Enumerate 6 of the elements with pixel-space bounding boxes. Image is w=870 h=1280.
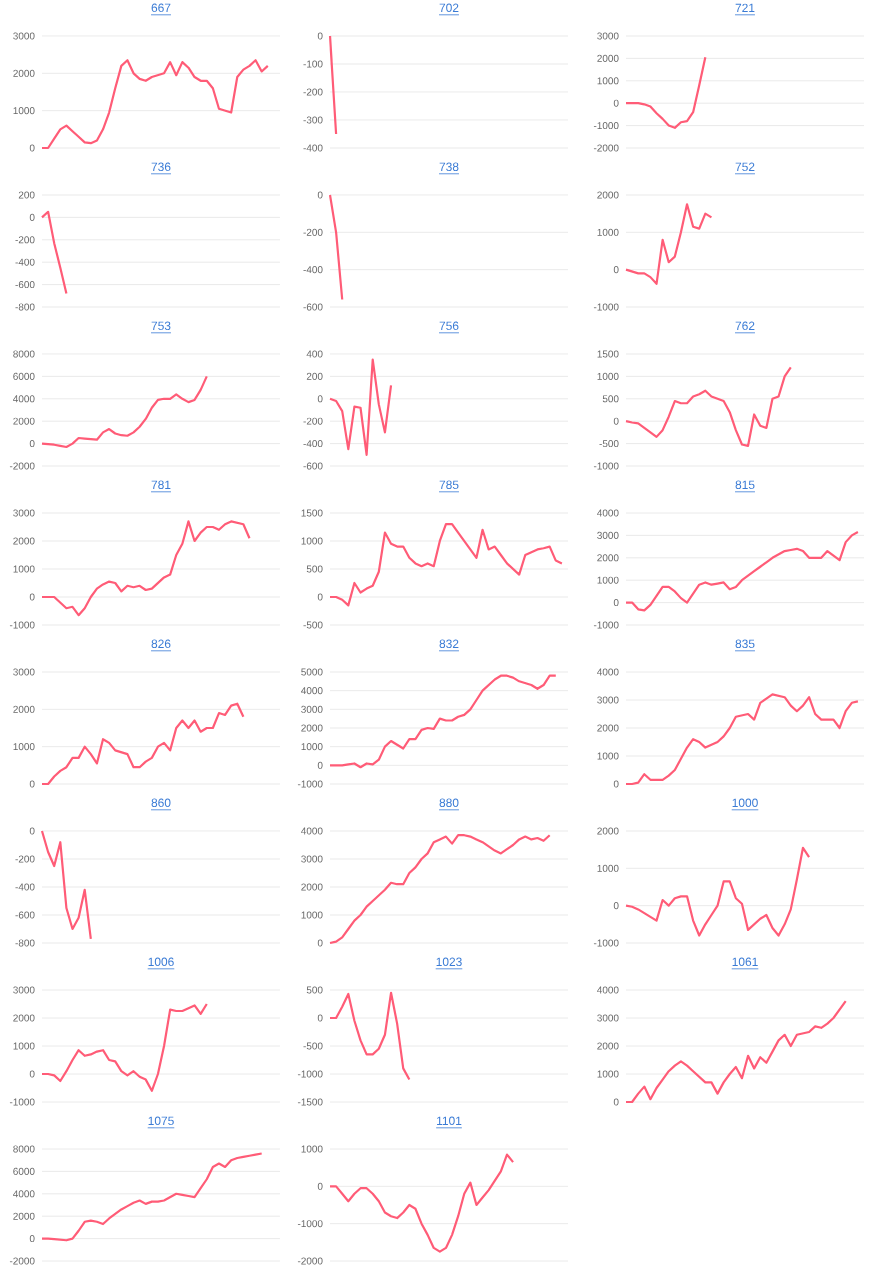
line-series	[40, 210, 68, 295]
line-series	[328, 358, 393, 456]
line-series	[40, 829, 92, 940]
line-series	[624, 366, 792, 447]
line-series	[40, 1002, 208, 1092]
line-series	[328, 991, 411, 1081]
